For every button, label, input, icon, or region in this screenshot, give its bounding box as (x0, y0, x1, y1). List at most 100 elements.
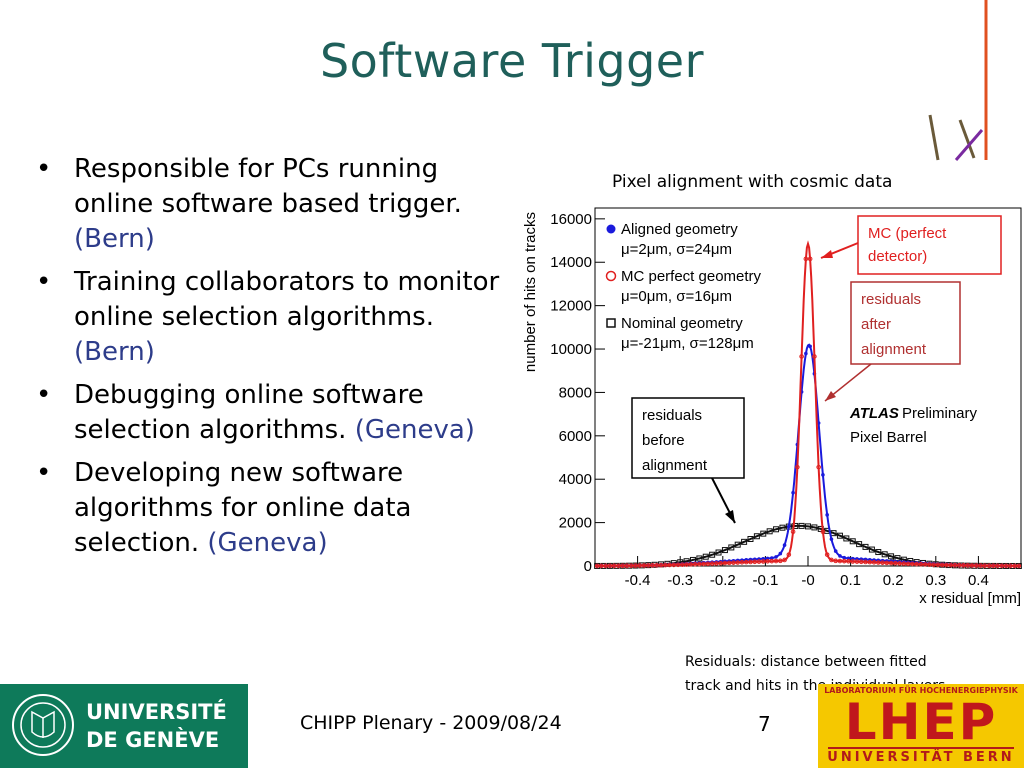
annotation-box (631, 397, 745, 479)
data-point (849, 538, 856, 545)
lhep-top-text: LABORATORIUM FÜR HOCHENERGIEPHYSIK (824, 686, 1018, 695)
data-point (607, 563, 613, 569)
institution-label: (Geneva) (354, 415, 475, 445)
data-point (824, 552, 830, 557)
x-tick-label: -0.2 (710, 572, 736, 589)
data-point (718, 560, 723, 566)
data-point (931, 562, 936, 567)
lhep-bottom-text: UNIVERSITÄT BERN (827, 750, 1015, 765)
data-point (726, 560, 732, 566)
legend-stats: μ=0μm, σ=16μm (621, 288, 732, 305)
data-point (658, 562, 664, 568)
data-point (837, 558, 843, 564)
legend-entry: Aligned geometry (621, 221, 738, 238)
residual-histogram-chart: 0 2000 4000 6000 8000 10000 12000 14000 16000 -0.… (522, 207, 1022, 607)
data-point (854, 559, 860, 564)
x-tick-label: -0.1 (752, 572, 778, 589)
data-point (836, 532, 843, 539)
y-tick-label: 4000 (559, 471, 592, 488)
annotation-text: detector) (868, 248, 927, 265)
x-tick-label: 0.3 (925, 572, 946, 589)
data-point (862, 543, 869, 550)
data-point (944, 562, 949, 568)
data-point (616, 563, 621, 569)
legend-stats: μ=2μm, σ=24μm (621, 241, 732, 258)
data-point (833, 558, 838, 564)
y-axis-label: number of hits on tracks (522, 212, 539, 372)
data-point (842, 555, 847, 560)
data-point (858, 559, 864, 565)
footer-text: CHIPP Plenary - 2009/08/24 (300, 712, 562, 734)
data-point (594, 563, 600, 569)
annotation-text: before (642, 432, 685, 449)
data-point (1012, 563, 1017, 569)
annotation-box (850, 281, 961, 365)
data-point (881, 551, 888, 558)
data-point (812, 354, 817, 359)
y-tick-label: 12000 (550, 298, 592, 315)
data-point (982, 563, 988, 568)
data-point (838, 554, 842, 558)
data-point (799, 354, 804, 359)
data-point (829, 557, 834, 563)
page-number: 7 (758, 712, 771, 736)
data-point (722, 560, 728, 566)
institution-label: (Bern) (74, 337, 155, 367)
institution-label: (Geneva) (207, 528, 328, 558)
data-point (684, 562, 689, 567)
y-tick-label: 16000 (550, 211, 592, 228)
legend-marker (606, 224, 616, 234)
data-point (808, 344, 812, 349)
data-point (739, 560, 745, 565)
data-point (843, 535, 850, 542)
data-point (782, 557, 787, 563)
data-point (841, 558, 847, 564)
annotation-text: residuals (861, 291, 921, 308)
data-point (786, 552, 792, 557)
x-tick-label: -0.4 (625, 572, 651, 589)
annotation-arrowhead (825, 391, 836, 401)
data-point (884, 560, 890, 566)
data-point (956, 562, 962, 568)
data-point (611, 563, 617, 569)
data-point (697, 561, 702, 567)
data-point (798, 522, 805, 529)
data-point (766, 528, 773, 535)
institution-label: (Bern) (74, 224, 155, 254)
annotation-box (857, 215, 1002, 275)
y-tick-label: 6000 (559, 428, 592, 445)
data-point (709, 551, 716, 558)
atlas-preliminary-label: Preliminary (902, 405, 978, 422)
y-tick-label: 14000 (550, 254, 592, 271)
data-point (667, 562, 672, 568)
data-point (662, 562, 668, 568)
data-point (735, 560, 741, 565)
data-point (688, 562, 694, 567)
data-point (816, 464, 821, 470)
y-tick-label: 2000 (559, 515, 592, 532)
slide-title: Software Trigger (319, 34, 705, 88)
data-point (935, 562, 941, 568)
data-point (715, 549, 722, 556)
data-point (829, 537, 834, 541)
data-point (778, 551, 783, 556)
data-point (645, 563, 651, 568)
slide-decoration (928, 0, 988, 161)
lhep-divider (828, 747, 1014, 749)
data-point (641, 563, 647, 568)
data-point (774, 555, 778, 559)
data-point (795, 464, 800, 470)
data-point (734, 541, 741, 548)
data-point (680, 562, 685, 567)
data-point (888, 560, 894, 566)
data-point (875, 560, 881, 565)
lhep-logo: LABORATORIUM FÜR HOCHENERGIEPHYSIK LHEP … (818, 684, 1024, 768)
x-tick-label: 0.2 (883, 572, 904, 589)
data-point (782, 543, 787, 547)
data-point (731, 560, 736, 565)
data-point (871, 560, 877, 565)
x-tick-label: -0 (801, 572, 814, 589)
annotation-text: after (861, 316, 891, 333)
data-point (620, 563, 625, 569)
chart-caption: Pixel alignment with cosmic data (612, 172, 893, 192)
